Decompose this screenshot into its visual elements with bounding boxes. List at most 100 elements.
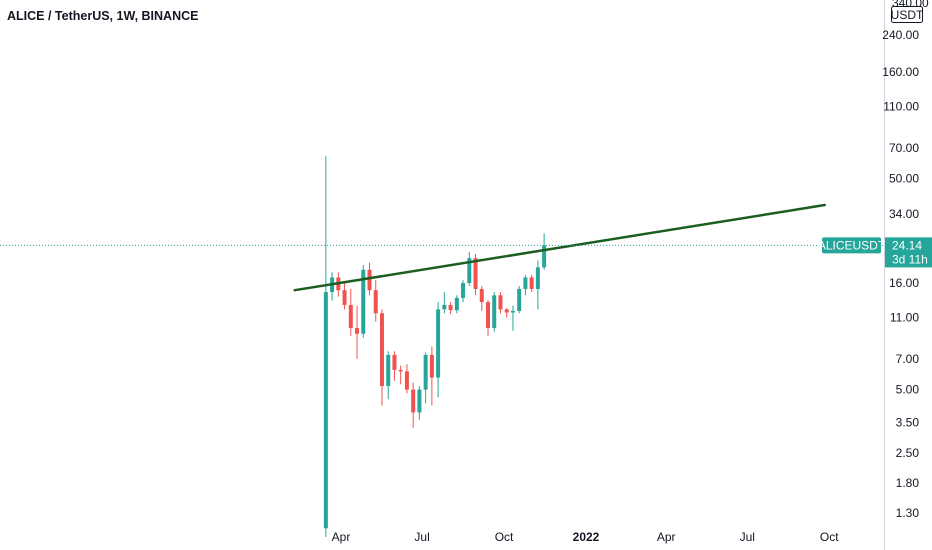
candle-body — [386, 354, 391, 387]
candle-body — [486, 302, 490, 328]
candle-body — [367, 269, 372, 291]
time-tick-label: 2022 — [573, 530, 600, 544]
candle[interactable] — [373, 280, 378, 322]
candle[interactable] — [486, 299, 490, 336]
candle[interactable] — [404, 364, 409, 394]
candle[interactable] — [348, 288, 353, 336]
price-tick-label: 160.00 — [882, 65, 919, 79]
price-tick-label: 110.00 — [883, 99, 919, 113]
candle[interactable] — [423, 352, 428, 404]
price-axis[interactable]: 240.00 160.00 110.00 70.00 50.00 34.00 16.00 11… — [882, 0, 929, 520]
candle[interactable] — [379, 309, 384, 406]
candle[interactable] — [535, 260, 540, 310]
candle-body — [504, 309, 509, 313]
candle-body — [417, 389, 422, 413]
candle[interactable] — [467, 251, 472, 286]
candle-body — [429, 354, 434, 378]
candle[interactable] — [355, 305, 360, 359]
candle[interactable] — [504, 307, 509, 318]
candle[interactable] — [436, 302, 441, 398]
candle[interactable] — [492, 292, 497, 332]
candle-body — [510, 310, 515, 313]
price-tick-label: 11.00 — [890, 310, 919, 324]
candle-body — [361, 269, 366, 334]
currency-label: USDT — [891, 8, 924, 22]
chart-title: ALICE / TetherUS, 1W, BINANCE — [7, 9, 199, 23]
candle-body — [498, 295, 503, 310]
candle[interactable] — [342, 281, 347, 310]
candle[interactable] — [498, 292, 503, 314]
symbol-tag-bg — [822, 237, 881, 254]
candle[interactable] — [479, 285, 484, 311]
candle-body — [473, 258, 478, 289]
candles-layer — [323, 156, 547, 538]
trendline-layer[interactable] — [293, 203, 827, 292]
time-tick-label: Jul — [740, 530, 755, 544]
candle-body — [423, 354, 428, 390]
candle-body — [342, 290, 347, 305]
candle-body — [454, 297, 459, 311]
price-tick-label: 3.50 — [896, 415, 920, 429]
time-axis[interactable]: Apr Jul Oct 2022 Apr Jul Oct — [332, 530, 840, 544]
candle-body — [542, 245, 547, 268]
candle[interactable] — [523, 274, 528, 296]
candle[interactable] — [330, 272, 335, 301]
candle-body — [355, 327, 360, 334]
currency-badge[interactable] — [891, 6, 923, 23]
last-price-label: 24.14 — [892, 238, 922, 252]
trendline[interactable] — [293, 203, 827, 292]
time-tick-label: Oct — [820, 530, 839, 544]
time-tick-label: Oct — [495, 530, 514, 544]
candle[interactable] — [429, 346, 434, 406]
candle-body — [517, 288, 522, 311]
symbol-tag: ALICEUSDT — [818, 238, 886, 252]
candle-body — [461, 283, 466, 298]
candle-body — [467, 258, 472, 284]
price-tick-label: 50.00 — [889, 172, 919, 186]
candle-body — [404, 371, 409, 390]
candle[interactable] — [510, 305, 515, 331]
candle-body — [373, 290, 378, 314]
last-price-badge — [885, 237, 932, 268]
price-tick-label: 1.80 — [896, 476, 920, 490]
candle[interactable] — [398, 365, 403, 385]
candle-body — [523, 277, 528, 289]
time-tick-label: Apr — [657, 530, 676, 544]
candle[interactable] — [417, 386, 422, 420]
price-tick-label: 7.00 — [896, 352, 920, 366]
candle-body — [411, 389, 416, 413]
candle-body — [442, 304, 447, 310]
candle[interactable] — [361, 264, 366, 338]
candle[interactable] — [323, 156, 328, 538]
candle[interactable] — [442, 292, 447, 314]
candle[interactable] — [461, 280, 466, 303]
countdown-label: 3d 11h — [892, 252, 928, 266]
price-tick-label: 1.30 — [896, 506, 920, 520]
price-tick-label: 16.00 — [889, 276, 919, 290]
time-tick-label: Jul — [414, 530, 429, 544]
candle-body — [492, 295, 497, 328]
candle[interactable] — [448, 302, 453, 315]
candle-body — [448, 304, 453, 311]
candle-body — [392, 354, 397, 370]
candle[interactable] — [517, 285, 522, 314]
candle[interactable] — [529, 274, 534, 293]
candle[interactable] — [542, 233, 547, 270]
candle[interactable] — [454, 295, 459, 314]
candle[interactable] — [386, 351, 391, 400]
candle[interactable] — [411, 382, 416, 428]
price-tick-label: 70.00 — [889, 141, 919, 155]
price-tick-label: 240.00 — [882, 28, 919, 42]
price-tick-label: 34.00 — [889, 207, 919, 221]
candle-body — [535, 267, 540, 289]
price-tick-label: 5.00 — [896, 383, 920, 397]
candle-body — [323, 292, 328, 529]
candle-body — [348, 304, 353, 328]
price-tick-label: 2.50 — [896, 446, 920, 460]
candle[interactable] — [392, 351, 397, 381]
candle-body — [479, 288, 484, 303]
candle-body — [379, 313, 384, 387]
candle-body — [398, 369, 403, 372]
